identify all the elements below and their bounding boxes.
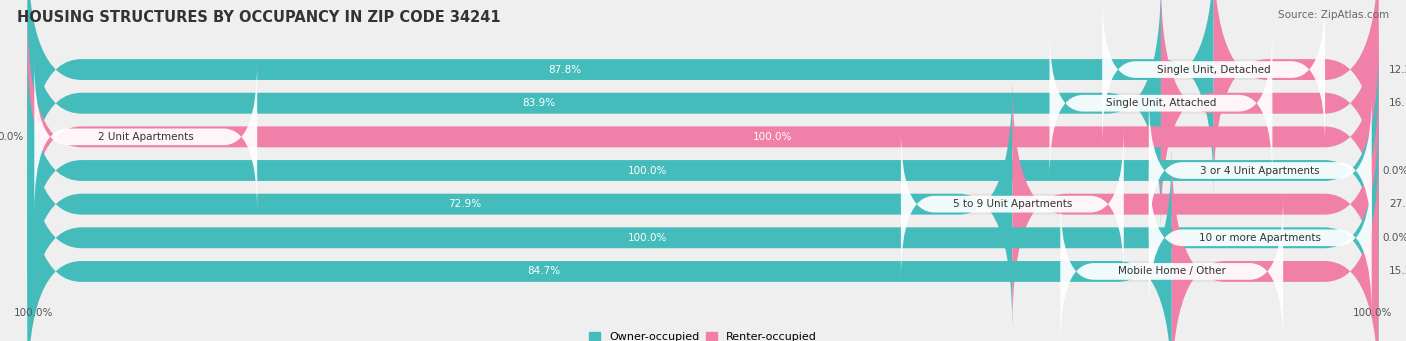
Text: Single Unit, Attached: Single Unit, Attached — [1105, 98, 1216, 108]
FancyBboxPatch shape — [1060, 196, 1284, 341]
Text: HOUSING STRUCTURES BY OCCUPANCY IN ZIP CODE 34241: HOUSING STRUCTURES BY OCCUPANCY IN ZIP C… — [17, 10, 501, 25]
Text: 72.9%: 72.9% — [447, 199, 481, 209]
FancyBboxPatch shape — [28, 114, 1378, 341]
Text: 16.1%: 16.1% — [1389, 98, 1406, 108]
Text: 83.9%: 83.9% — [522, 98, 555, 108]
Text: 87.8%: 87.8% — [548, 64, 582, 75]
FancyBboxPatch shape — [1102, 0, 1324, 145]
Text: 100.0%: 100.0% — [14, 309, 53, 318]
Text: 100.0%: 100.0% — [1353, 309, 1392, 318]
FancyBboxPatch shape — [1213, 0, 1378, 194]
Text: 12.2%: 12.2% — [1389, 64, 1406, 75]
FancyBboxPatch shape — [28, 147, 1171, 341]
Text: Source: ZipAtlas.com: Source: ZipAtlas.com — [1278, 10, 1389, 20]
FancyBboxPatch shape — [28, 80, 1378, 328]
FancyBboxPatch shape — [28, 46, 1378, 295]
FancyBboxPatch shape — [34, 61, 257, 213]
FancyBboxPatch shape — [28, 0, 1378, 227]
FancyBboxPatch shape — [28, 13, 1378, 261]
Text: 100.0%: 100.0% — [627, 165, 666, 176]
FancyBboxPatch shape — [1049, 27, 1272, 179]
Text: 10 or more Apartments: 10 or more Apartments — [1199, 233, 1322, 243]
FancyBboxPatch shape — [901, 128, 1123, 280]
Text: Single Unit, Detached: Single Unit, Detached — [1157, 64, 1271, 75]
Text: 100.0%: 100.0% — [752, 132, 792, 142]
Text: 0.0%: 0.0% — [1382, 165, 1406, 176]
Text: 5 to 9 Unit Apartments: 5 to 9 Unit Apartments — [953, 199, 1071, 209]
Text: 100.0%: 100.0% — [627, 233, 666, 243]
Text: Mobile Home / Other: Mobile Home / Other — [1118, 266, 1226, 277]
FancyBboxPatch shape — [28, 0, 1161, 227]
FancyBboxPatch shape — [28, 80, 1012, 328]
FancyBboxPatch shape — [28, 147, 1378, 341]
FancyBboxPatch shape — [1149, 162, 1372, 314]
FancyBboxPatch shape — [28, 46, 1378, 295]
FancyBboxPatch shape — [28, 114, 1378, 341]
FancyBboxPatch shape — [28, 0, 1378, 194]
FancyBboxPatch shape — [28, 13, 1378, 261]
FancyBboxPatch shape — [1149, 95, 1372, 246]
FancyBboxPatch shape — [1161, 0, 1378, 227]
Text: 0.0%: 0.0% — [1382, 233, 1406, 243]
Text: 15.3%: 15.3% — [1389, 266, 1406, 277]
Legend: Owner-occupied, Renter-occupied: Owner-occupied, Renter-occupied — [585, 327, 821, 341]
FancyBboxPatch shape — [1012, 80, 1378, 328]
Text: 27.1%: 27.1% — [1389, 199, 1406, 209]
Text: 2 Unit Apartments: 2 Unit Apartments — [98, 132, 194, 142]
Text: 3 or 4 Unit Apartments: 3 or 4 Unit Apartments — [1201, 165, 1320, 176]
Text: 84.7%: 84.7% — [527, 266, 561, 277]
FancyBboxPatch shape — [1171, 147, 1378, 341]
Text: 0.0%: 0.0% — [0, 132, 24, 142]
FancyBboxPatch shape — [28, 0, 1213, 194]
